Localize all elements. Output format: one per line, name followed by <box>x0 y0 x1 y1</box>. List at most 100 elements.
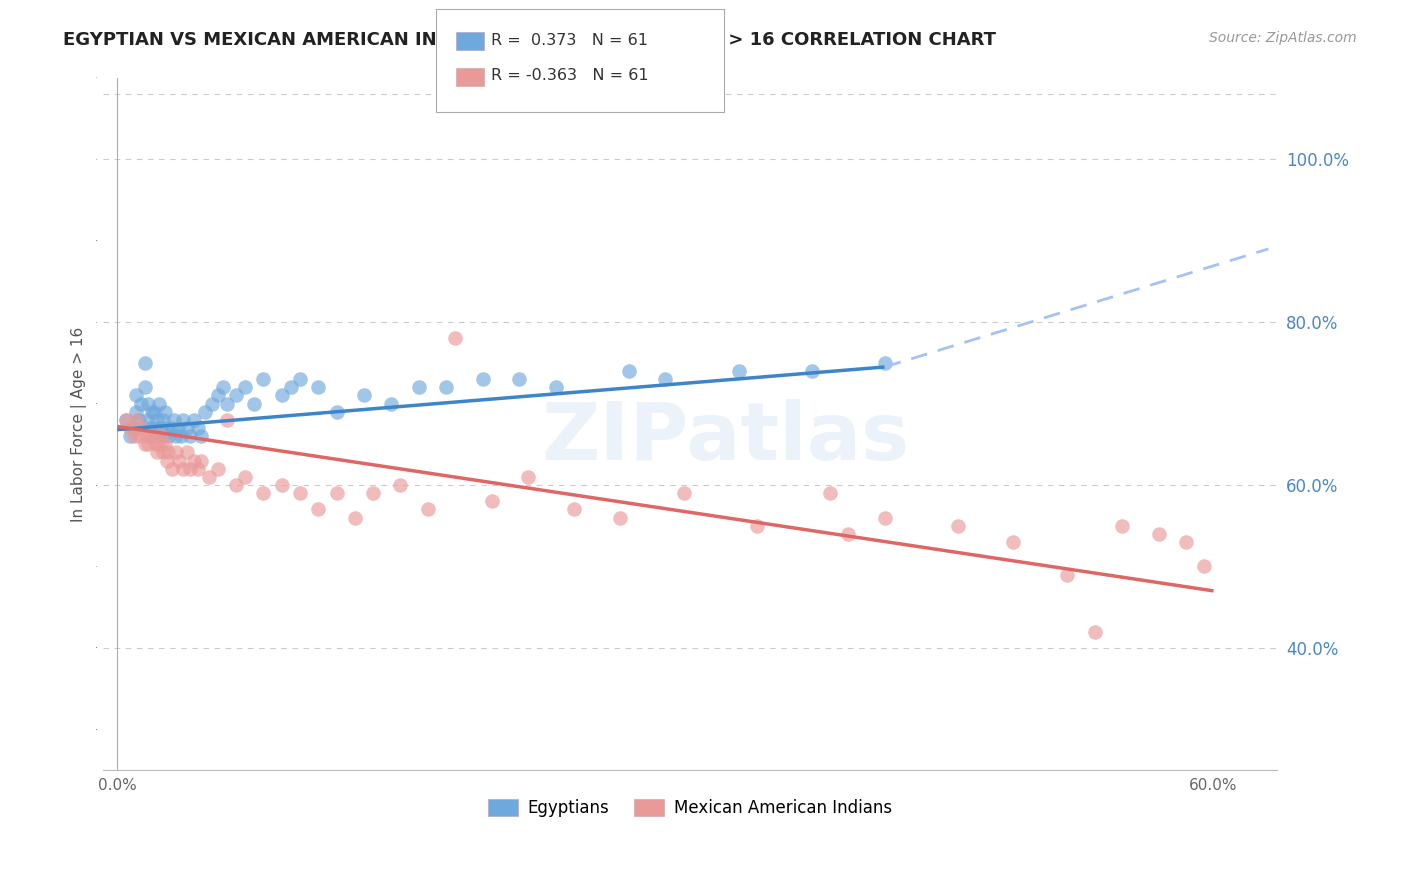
Point <box>129 421 152 435</box>
Point <box>165 429 187 443</box>
Point <box>325 486 347 500</box>
Point <box>194 405 217 419</box>
Point <box>654 372 676 386</box>
Point <box>544 380 567 394</box>
Point <box>416 502 439 516</box>
Point <box>138 437 160 451</box>
Y-axis label: In Labor Force | Age > 16: In Labor Force | Age > 16 <box>72 326 87 522</box>
Point <box>115 413 138 427</box>
Point <box>120 421 142 435</box>
Point <box>233 380 256 394</box>
Point <box>166 421 188 435</box>
Point <box>361 486 384 500</box>
Text: R = -0.363   N = 61: R = -0.363 N = 61 <box>491 69 648 83</box>
Point <box>270 388 292 402</box>
Point <box>252 372 274 386</box>
Point <box>233 470 256 484</box>
Point <box>124 413 146 427</box>
Point <box>172 413 194 427</box>
Text: ZIPatlas: ZIPatlas <box>541 399 910 477</box>
Point <box>146 445 169 459</box>
Point <box>1056 567 1078 582</box>
Point <box>508 372 530 386</box>
Point <box>135 413 157 427</box>
Point <box>517 470 540 484</box>
Point <box>1084 624 1107 639</box>
Point <box>1111 518 1133 533</box>
Point <box>1194 559 1216 574</box>
Point <box>152 445 174 459</box>
Point <box>280 380 302 394</box>
Point <box>124 405 146 419</box>
Point <box>183 453 205 467</box>
Point <box>197 470 219 484</box>
Point <box>176 445 198 459</box>
Point <box>1147 527 1170 541</box>
Point <box>617 364 640 378</box>
Point <box>165 445 187 459</box>
Point <box>122 421 145 435</box>
Point <box>120 429 142 443</box>
Point <box>176 421 198 435</box>
Point <box>152 413 174 427</box>
Point <box>134 356 156 370</box>
Point <box>215 413 238 427</box>
Point <box>135 429 157 443</box>
Point <box>243 396 266 410</box>
Point <box>134 437 156 451</box>
Text: EGYPTIAN VS MEXICAN AMERICAN INDIAN IN LABOR FORCE | AGE > 16 CORRELATION CHART: EGYPTIAN VS MEXICAN AMERICAN INDIAN IN L… <box>63 31 997 49</box>
Point <box>153 437 176 451</box>
Point <box>187 462 209 476</box>
Point <box>179 429 201 443</box>
Point <box>408 380 430 394</box>
Point <box>946 518 969 533</box>
Point <box>129 396 152 410</box>
Point <box>212 380 235 394</box>
Point <box>138 396 160 410</box>
Point <box>122 429 145 443</box>
Point <box>609 510 631 524</box>
Point <box>343 510 366 524</box>
Point <box>873 510 896 524</box>
Point <box>169 453 191 467</box>
Point <box>672 486 695 500</box>
Point <box>190 453 212 467</box>
Point <box>170 429 193 443</box>
Point <box>434 380 457 394</box>
Point <box>201 396 224 410</box>
Point <box>152 429 174 443</box>
Point <box>380 396 402 410</box>
Point <box>146 413 169 427</box>
Point <box>190 429 212 443</box>
Point <box>288 486 311 500</box>
Point <box>353 388 375 402</box>
Point <box>307 380 329 394</box>
Point <box>837 527 859 541</box>
Point <box>128 429 150 443</box>
Point <box>307 502 329 516</box>
Point <box>187 421 209 435</box>
Point <box>172 462 194 476</box>
Point <box>818 486 841 500</box>
Point <box>124 388 146 402</box>
Point <box>444 331 467 345</box>
Point <box>163 413 186 427</box>
Point <box>1175 535 1198 549</box>
Point <box>157 429 180 443</box>
Point <box>142 421 165 435</box>
Point <box>225 388 247 402</box>
Point <box>145 437 167 451</box>
Point <box>727 364 749 378</box>
Point <box>207 388 229 402</box>
Legend: Egyptians, Mexican American Indians: Egyptians, Mexican American Indians <box>481 792 900 824</box>
Point <box>225 478 247 492</box>
Point <box>160 462 183 476</box>
Point <box>150 421 173 435</box>
Point <box>562 502 585 516</box>
Text: R =  0.373   N = 61: R = 0.373 N = 61 <box>491 33 648 47</box>
Point <box>150 429 173 443</box>
Point <box>156 421 179 435</box>
Point <box>141 405 163 419</box>
Point <box>1001 535 1024 549</box>
Point <box>215 396 238 410</box>
